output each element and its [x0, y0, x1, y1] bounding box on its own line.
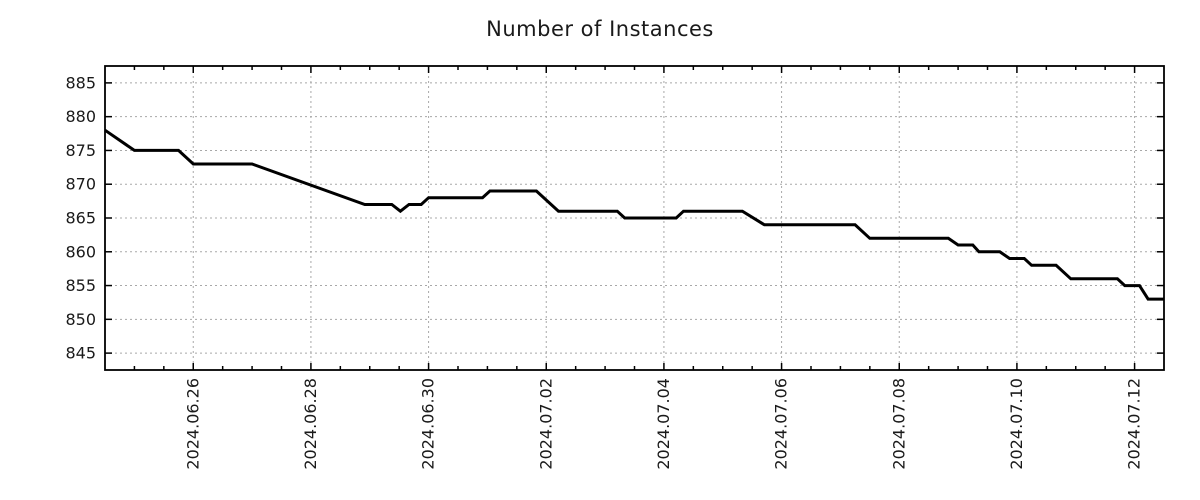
- x-tick-label: 2024.07.06: [772, 378, 791, 470]
- x-tick-label: 2024.07.04: [654, 378, 673, 470]
- y-tick-label: 885: [65, 73, 96, 92]
- y-tick-label: 855: [65, 276, 96, 295]
- x-tick-label: 2024.07.10: [1007, 378, 1026, 470]
- data-line: [104, 128, 1164, 301]
- chart-title: Number of Instances: [486, 17, 714, 41]
- y-tick-label: 870: [65, 175, 96, 194]
- y-tick-label: 865: [65, 209, 96, 228]
- y-tick-label: 845: [65, 344, 96, 363]
- y-tick-label: 880: [65, 107, 96, 126]
- x-tick-label: 2024.06.26: [183, 378, 202, 470]
- y-tick-label: 860: [65, 242, 96, 261]
- x-tick-label: 2024.06.28: [301, 378, 320, 470]
- plot-frame: [104, 65, 1165, 371]
- x-tick-label: 2024.07.12: [1125, 378, 1144, 470]
- x-tick-label: 2024.07.02: [536, 378, 555, 470]
- y-tick-label: 875: [65, 141, 96, 160]
- x-tick-label: 2024.06.30: [419, 378, 438, 470]
- x-tick-label: 2024.07.08: [889, 378, 908, 470]
- y-tick-label: 850: [65, 310, 96, 329]
